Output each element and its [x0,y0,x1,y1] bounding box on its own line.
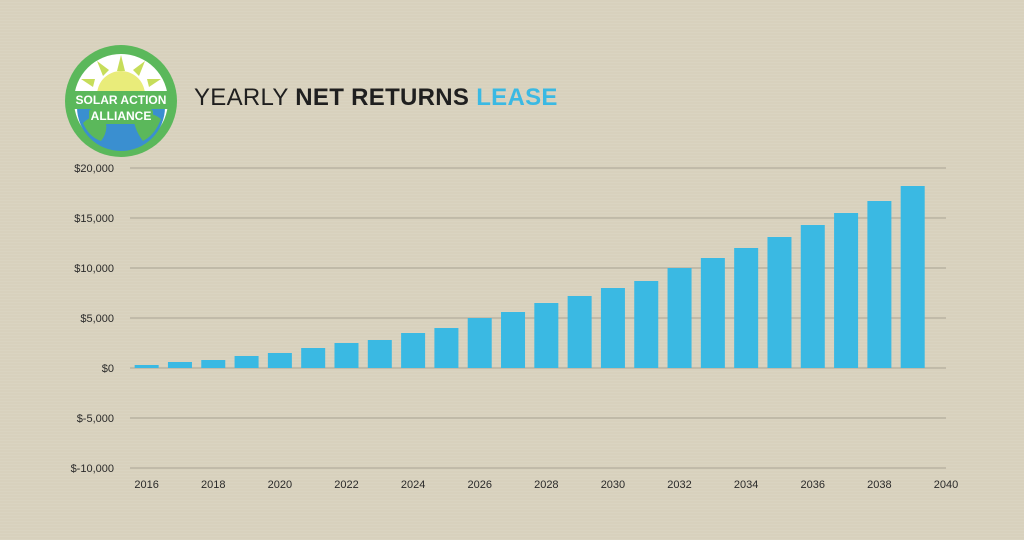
x-tick-label: 2034 [734,479,758,491]
bar-2035 [767,237,792,368]
x-tick-label: 2016 [134,479,158,491]
bar-2022 [334,343,359,368]
bar-2038 [867,201,892,368]
bar-2024 [401,333,426,368]
bar-2033 [700,258,725,368]
x-tick-label: 2022 [334,479,358,491]
bar-2030 [600,288,625,368]
x-tick-label: 2028 [534,479,558,491]
y-tick-label: $5,000 [80,313,114,325]
x-tick-label: 2026 [467,479,491,491]
bar-2020 [267,353,292,368]
bar-2019 [234,356,259,368]
chart-title: YEARLY NET RETURNS LEASE [194,84,558,112]
bar-2034 [734,248,759,368]
bar-2021 [301,348,326,368]
bar-layer [134,186,925,368]
x-axis-ticks: 2016 2018 2020 2022 2024 2026 2028 2030 2032 2034… [134,479,958,491]
x-tick-label: 2020 [268,479,292,491]
bar-2027 [501,312,526,368]
chart-title-part2: NET RETURNS [295,84,470,111]
y-tick-label: $10,000 [74,263,114,275]
y-axis-ticks: $-10,000 $-5,000 $0 $5,000 $10,000 $15,000 $20… [71,163,114,475]
y-tick-label: $0 [102,363,114,375]
y-tick-label: $15,000 [74,213,114,225]
chart-title-part1: YEARLY [194,84,296,111]
bar-2031 [634,281,659,368]
bar-2037 [834,213,859,368]
bar-2017 [167,362,192,368]
bar-2032 [667,268,692,368]
x-tick-label: 2036 [801,479,825,491]
bar-2025 [434,328,459,368]
x-tick-label: 2038 [867,479,891,491]
x-tick-label: 2040 [934,479,958,491]
bar-2023 [367,340,392,368]
x-tick-label: 2018 [201,479,225,491]
bar-2026 [467,318,492,368]
bar-2036 [800,225,825,368]
bar-2029 [567,296,592,368]
chart-title-part3: LEASE [469,84,558,111]
x-tick-label: 2024 [401,479,425,491]
y-tick-label: $20,000 [74,163,114,175]
logo-text-line2: ALLIANCE [91,109,152,123]
bar-2028 [534,303,559,368]
bar-2018 [201,360,226,368]
y-tick-label: $-5,000 [77,413,114,425]
bar-2016 [134,365,159,368]
x-tick-label: 2032 [667,479,691,491]
y-tick-label: $-10,000 [71,463,114,475]
bar-2039 [900,186,925,368]
solar-action-alliance-logo: SOLAR ACTION ALLIANCE [65,45,177,157]
x-tick-label: 2030 [601,479,625,491]
logo-text-line1: SOLAR ACTION [76,93,167,107]
